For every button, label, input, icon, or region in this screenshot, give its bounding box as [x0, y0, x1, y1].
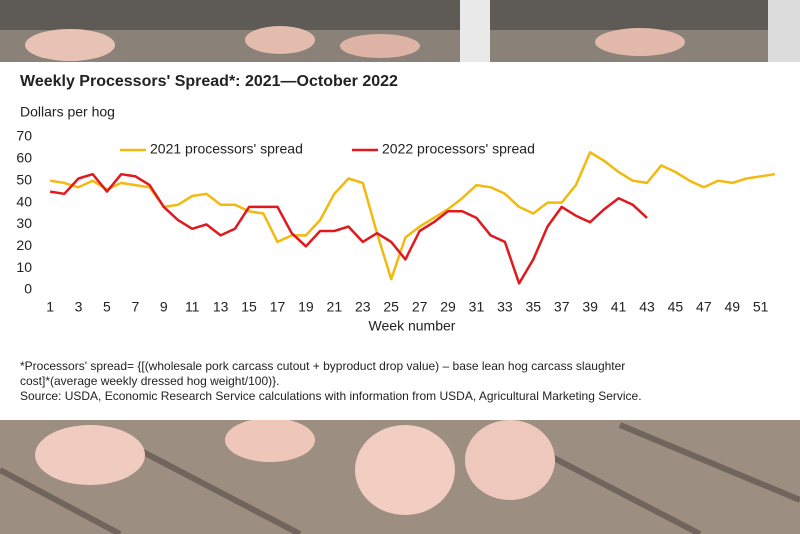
source-note: Source: USDA, Economic Research Service …: [20, 389, 642, 403]
x-tick-label: 27: [412, 299, 428, 315]
x-tick-label: 13: [213, 299, 229, 315]
x-tick-label: 39: [582, 299, 598, 315]
x-tick-label: 49: [724, 299, 740, 315]
x-tick-label: 1: [46, 299, 54, 315]
x-axis-label: Week number: [369, 318, 456, 334]
y-tick-label: 70: [16, 128, 32, 144]
y-tick-label: 20: [16, 237, 32, 253]
y-tick-label: 50: [16, 171, 32, 187]
x-tick-label: 29: [440, 299, 456, 315]
x-tick-label: 21: [327, 299, 343, 315]
x-tick-label: 31: [469, 299, 485, 315]
x-tick-label: 7: [131, 299, 139, 315]
x-tick-label: 35: [526, 299, 542, 315]
x-tick-label: 43: [639, 299, 655, 315]
x-tick-label: 11: [185, 299, 200, 315]
series-line: [49, 172, 648, 285]
legend-label: 2022 processors' spread: [382, 141, 535, 157]
footnote: *Processors' spread= {[(wholesale pork c…: [20, 359, 625, 373]
x-tick-label: 23: [355, 299, 371, 315]
x-tick-label: 37: [554, 299, 570, 315]
y-tick-label: 60: [16, 150, 32, 166]
legend-label: 2021 processors' spread: [150, 141, 303, 157]
y-tick-label: 30: [16, 215, 32, 231]
x-tick-label: 47: [696, 299, 712, 315]
x-tick-label: 41: [611, 299, 627, 315]
series-line: [49, 151, 776, 281]
x-tick-label: 45: [668, 299, 684, 315]
x-tick-label: 33: [497, 299, 513, 315]
chart-title: Weekly Processors' Spread*: 2021—October…: [20, 73, 398, 90]
y-tick-label: 40: [16, 193, 32, 209]
x-tick-label: 15: [241, 299, 257, 315]
x-tick-label: 19: [298, 299, 314, 315]
x-tick-label: 3: [75, 299, 83, 315]
footnote: cost]*(average weekly dressed hog weight…: [20, 374, 279, 388]
x-tick-label: 9: [160, 299, 168, 315]
y-tick-label: 0: [24, 281, 32, 297]
chart-panel: [0, 62, 800, 420]
x-tick-label: 17: [270, 299, 286, 315]
x-tick-label: 51: [753, 299, 769, 315]
x-tick-label: 25: [383, 299, 399, 315]
y-tick-label: 10: [16, 259, 32, 275]
x-tick-label: 5: [103, 299, 111, 315]
y-axis-label: Dollars per hog: [20, 104, 115, 120]
